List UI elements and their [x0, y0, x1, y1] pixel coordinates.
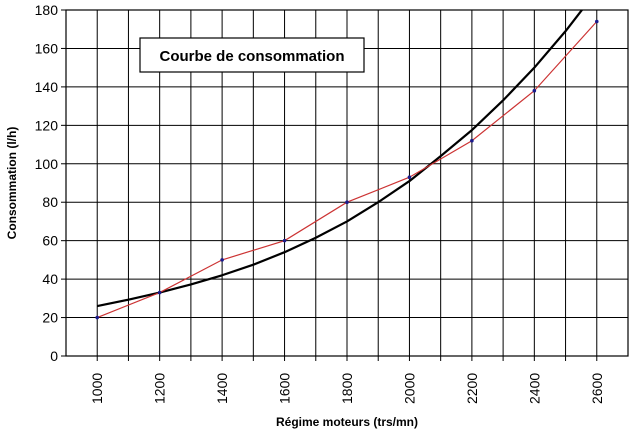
- chart-title: Courbe de consommation: [159, 48, 344, 65]
- x-tick-label: 1400: [214, 373, 230, 404]
- y-tick-label: 0: [50, 348, 58, 364]
- y-axis-ticks: 0 20 40 60 80 100 120 140 160 180: [35, 2, 66, 364]
- y-tick-label: 100: [35, 156, 59, 172]
- y-tick-label: 180: [35, 2, 59, 18]
- series-layer: [95, 10, 599, 320]
- x-tick-label: 1600: [277, 373, 293, 404]
- measured-point: [470, 138, 474, 143]
- x-tick-label: 2000: [401, 373, 417, 404]
- measured-point: [345, 200, 349, 205]
- measured-point: [282, 238, 287, 243]
- chart-title-box: Courbe de consommation: [139, 37, 365, 73]
- y-tick-label: 20: [42, 310, 58, 326]
- x-tick-label: 2400: [526, 373, 542, 404]
- x-axis-title: Régime moteurs (trs/mn): [276, 415, 418, 429]
- horizontal-gridlines: [66, 47, 628, 319]
- x-axis-ticks: 1000 1200 1400 1600 1800 2000 2200 2400 2600: [89, 356, 605, 404]
- y-tick-label: 60: [42, 233, 58, 249]
- x-tick-label: 2600: [589, 373, 605, 404]
- measured-point: [594, 19, 599, 24]
- y-tick-label: 40: [42, 271, 58, 287]
- measured-point: [157, 290, 162, 295]
- title-box: [139, 37, 365, 73]
- y-tick-label: 140: [35, 79, 59, 95]
- measured-point: [532, 88, 537, 93]
- measured-point: [220, 258, 224, 262]
- y-tick-label: 160: [35, 40, 59, 56]
- trend-curve: [97, 10, 584, 308]
- y-axis-title: Consommation (l/h): [5, 127, 19, 240]
- y-tick-label: 80: [42, 194, 58, 210]
- measured-point: [407, 175, 412, 180]
- x-tick-label: 1200: [152, 373, 168, 404]
- measured-point: [95, 315, 100, 320]
- x-tick-label: 2200: [464, 373, 480, 404]
- x-tick-label: 1800: [339, 373, 355, 404]
- y-tick-label: 120: [35, 117, 59, 133]
- x-tick-label: 1000: [89, 373, 105, 404]
